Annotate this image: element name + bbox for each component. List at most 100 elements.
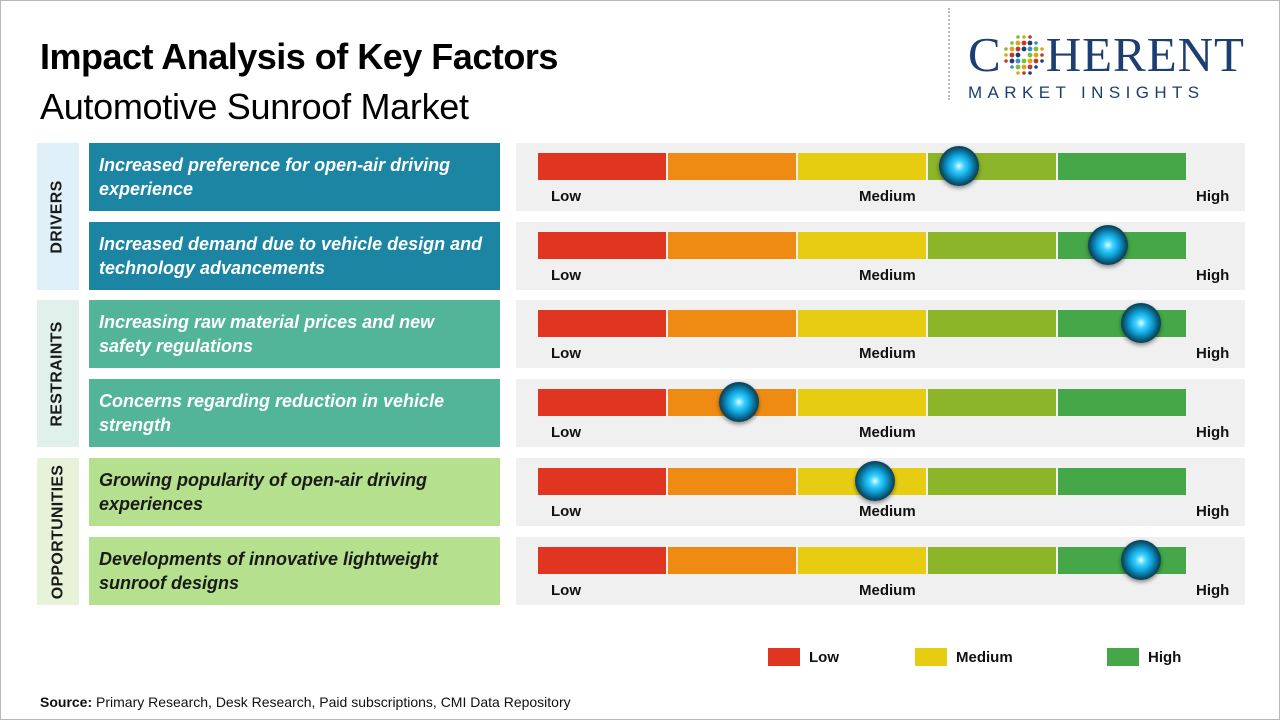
factor-box: Increasing raw material prices and new s… — [89, 300, 500, 368]
page-title: Impact Analysis of Key Factors — [40, 36, 558, 77]
logo-dot — [1033, 52, 1039, 57]
impact-marker — [1120, 540, 1161, 580]
logo-dot — [1027, 70, 1032, 75]
scale-segment-medium-high — [926, 310, 1056, 337]
factor-box: Increased preference for open-air drivin… — [89, 143, 500, 211]
category-label: RESTRAINTS — [49, 320, 67, 427]
scale-label-high: High — [1196, 345, 1230, 362]
logo-dot — [1009, 64, 1014, 69]
impact-scale-bar — [538, 468, 1186, 495]
scale-label-low: Low — [551, 582, 581, 599]
logo-dot — [1009, 46, 1015, 51]
logo-dot — [1003, 58, 1008, 63]
logo-dot — [1021, 46, 1027, 51]
scale-label-high: High — [1196, 582, 1230, 599]
scale-label-high: High — [1196, 503, 1230, 520]
scale-label-low: Low — [551, 188, 581, 205]
logo-dot — [1015, 64, 1021, 69]
impact-scale-bar — [538, 232, 1186, 259]
category-label: DRIVERS — [49, 179, 67, 254]
logo-dot — [1033, 58, 1039, 63]
scale-label-medium: Medium — [859, 345, 916, 362]
scale-segment-low — [538, 389, 666, 416]
logo-dotted-o-icon — [1003, 34, 1044, 75]
logo-dot — [1039, 52, 1044, 57]
scale-segment-high — [1056, 468, 1186, 495]
category-label: OPPORTUNITIES — [49, 464, 66, 599]
impact-meter: Low Medium High — [516, 300, 1245, 368]
factor-text: Growing popularity of open-air driving e… — [99, 470, 427, 514]
scale-label-low: Low — [551, 267, 581, 284]
scale-label-medium: Medium — [859, 582, 916, 599]
logo-dot — [1009, 52, 1015, 57]
impact-meter: Low Medium High — [516, 537, 1245, 605]
legend-swatch — [1107, 648, 1139, 666]
scale-label-medium: Medium — [859, 267, 916, 284]
source-note: Source: Primary Research, Desk Research,… — [40, 694, 571, 710]
logo-dot — [1003, 46, 1008, 51]
scale-segment-low — [538, 310, 666, 337]
impact-marker — [718, 382, 759, 422]
legend-item-high: High — [1107, 648, 1181, 666]
impact-marker — [854, 461, 895, 501]
impact-marker — [939, 146, 980, 186]
impact-meter: Low Medium High — [516, 222, 1245, 290]
factor-text: Increasing raw material prices and new s… — [99, 312, 435, 356]
impact-meter: Low Medium High — [516, 458, 1245, 526]
legend-swatch — [768, 648, 800, 666]
logo-dot — [1039, 46, 1044, 51]
logo-dot — [1027, 46, 1033, 51]
factor-box: Increased demand due to vehicle design a… — [89, 222, 500, 290]
header-divider — [948, 8, 950, 100]
scale-segment-medium-low — [666, 547, 796, 574]
impact-marker — [1120, 303, 1161, 343]
logo-dot — [1015, 58, 1021, 63]
scale-segment-medium-low — [666, 468, 796, 495]
legend-label: Medium — [956, 648, 1013, 666]
scale-segment-low — [538, 547, 666, 574]
impact-meter: Low Medium High — [516, 143, 1245, 211]
factor-box: Concerns regarding reduction in vehicle … — [89, 379, 500, 447]
source-label: Source: — [40, 694, 93, 710]
scale-segment-medium — [796, 153, 926, 180]
company-logo: C HERENT MARKET INSIGHTS — [968, 30, 1268, 103]
scale-label-low: Low — [551, 345, 581, 362]
scale-segment-medium-low — [666, 232, 796, 259]
logo-dot — [1015, 40, 1021, 45]
logo-wordmark: C HERENT — [968, 30, 1268, 79]
logo-dot — [1033, 46, 1039, 51]
logo-dot — [1033, 40, 1038, 45]
scale-segment-medium-high — [926, 389, 1056, 416]
scale-label-medium: Medium — [859, 188, 916, 205]
scale-label-high: High — [1196, 188, 1230, 205]
factor-box: Developments of innovative lightweight s… — [89, 537, 500, 605]
impact-scale-bar — [538, 153, 1186, 180]
logo-dot — [1027, 52, 1033, 57]
logo-dot — [1015, 52, 1021, 57]
legend-item-low: Low — [768, 648, 839, 666]
scale-segment-medium-low — [666, 310, 796, 337]
logo-dot — [1003, 52, 1008, 57]
logo-dot — [1009, 40, 1014, 45]
scale-segment-medium — [796, 310, 926, 337]
logo-dot — [1015, 34, 1020, 39]
page-subtitle: Automotive Sunroof Market — [40, 86, 469, 127]
factor-box: Growing popularity of open-air driving e… — [89, 458, 500, 526]
scale-label-high: High — [1196, 267, 1230, 284]
logo-dot — [1021, 34, 1026, 39]
scale-segment-high — [1056, 389, 1186, 416]
logo-dot — [1027, 58, 1033, 63]
logo-dot — [1021, 40, 1027, 45]
impact-scale-bar — [538, 310, 1186, 337]
scale-segment-medium — [796, 232, 926, 259]
source-text: Primary Research, Desk Research, Paid su… — [96, 694, 571, 710]
scale-label-medium: Medium — [859, 424, 916, 441]
factor-text: Developments of innovative lightweight s… — [99, 549, 439, 593]
impact-scale-bar — [538, 547, 1186, 574]
scale-segment-medium-high — [926, 232, 1056, 259]
logo-tagline: MARKET INSIGHTS — [968, 83, 1205, 102]
impact-scale-bar — [538, 389, 1186, 416]
logo-letters: HERENT — [1045, 27, 1245, 82]
scale-label-high: High — [1196, 424, 1230, 441]
legend-item-medium: Medium — [915, 648, 1013, 666]
